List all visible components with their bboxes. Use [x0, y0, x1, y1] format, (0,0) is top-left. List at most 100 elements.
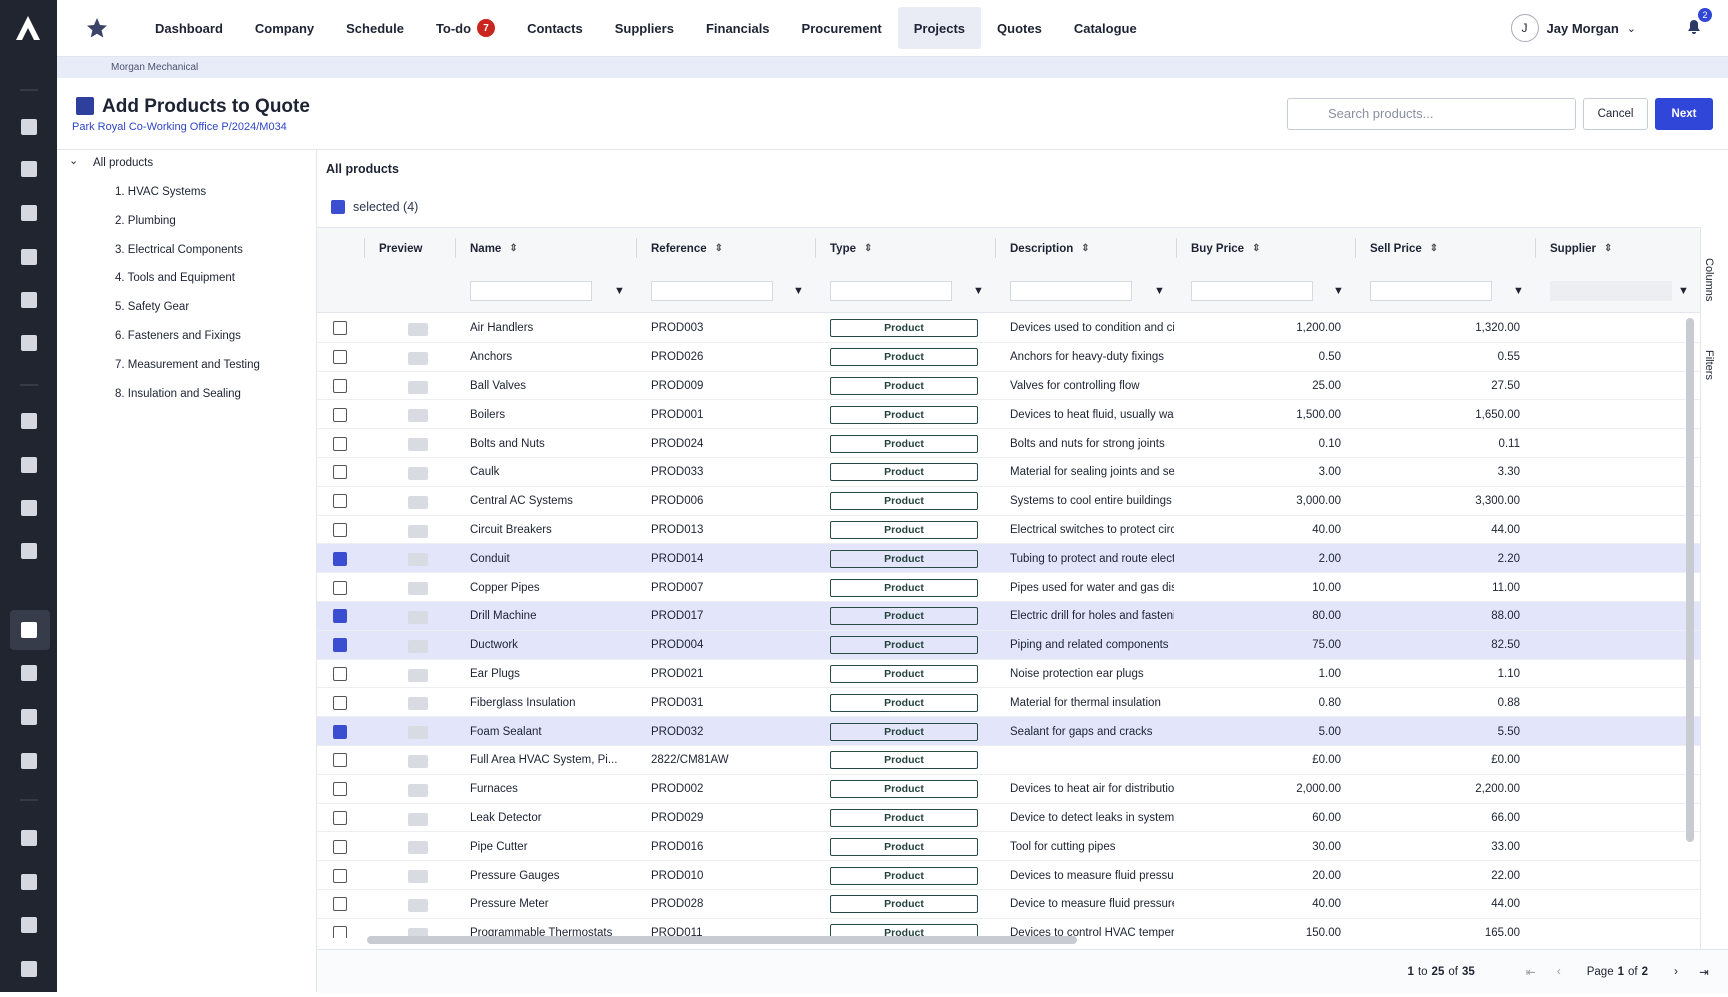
column-header[interactable]: Reference ⇕ [651, 242, 724, 255]
nav-item[interactable]: Procurement [786, 7, 898, 49]
nav-item[interactable]: To-do 7 [420, 7, 511, 49]
tree-item[interactable]: 8. Insulation and Sealing [115, 387, 241, 400]
sidebar-icon[interactable] [21, 665, 37, 681]
sort-icon[interactable]: ⇕ [1429, 243, 1439, 254]
search-input[interactable]: Search products... [1287, 98, 1576, 130]
filter-input[interactable] [470, 281, 592, 301]
sidebar-icon[interactable] [21, 249, 37, 265]
tree-item[interactable]: 3. Electrical Components [115, 243, 243, 256]
checkbox[interactable] [333, 782, 347, 797]
sort-icon[interactable]: ⇕ [1081, 243, 1090, 254]
nav-item[interactable]: Financials [690, 7, 786, 49]
side-tab[interactable]: Filters [1703, 350, 1715, 380]
sort-icon[interactable]: ⇕ [714, 243, 724, 254]
row-checkbox[interactable] [333, 314, 347, 343]
tree-item[interactable]: 5. Safety Gear [115, 301, 190, 314]
sidebar-icon[interactable] [21, 161, 37, 177]
sidebar-icon[interactable] [21, 961, 37, 977]
checkbox[interactable] [333, 522, 347, 537]
cell-name[interactable]: Conduit [470, 552, 510, 565]
notifications[interactable]: 2 [1684, 7, 1712, 41]
sort-icon[interactable]: ⇕ [509, 243, 518, 254]
filter-icon[interactable]: ▼ [973, 285, 984, 297]
checkbox[interactable] [333, 609, 347, 624]
cell-name[interactable]: Pressure Meter [470, 898, 549, 911]
row-checkbox[interactable] [333, 804, 347, 833]
filter-input[interactable] [1191, 281, 1313, 301]
cell-name[interactable]: Boilers [470, 408, 506, 421]
cell-name[interactable]: Foam Sealant [470, 725, 542, 738]
row-checkbox[interactable] [333, 890, 347, 919]
cell-name[interactable]: Pipe Cutter [470, 840, 528, 853]
sidebar-icon[interactable] [21, 709, 37, 725]
row-checkbox[interactable] [333, 688, 347, 717]
checkbox[interactable] [333, 580, 347, 595]
checkbox[interactable] [333, 695, 347, 710]
filter-input[interactable] [830, 281, 952, 301]
nav-item[interactable]: Schedule [330, 7, 420, 49]
horizontal-scrollbar[interactable] [367, 936, 1077, 944]
cancel-button[interactable]: Cancel [1583, 98, 1648, 130]
sidebar-icon[interactable] [21, 830, 37, 846]
checkbox[interactable] [333, 753, 347, 768]
row-checkbox[interactable] [333, 919, 347, 938]
nav-item[interactable]: Catalogue [1058, 7, 1153, 49]
row-checkbox[interactable] [333, 861, 347, 890]
cell-name[interactable]: Air Handlers [470, 322, 534, 335]
filter-icon[interactable]: ▼ [1333, 285, 1344, 297]
filter-icon[interactable]: ▼ [1678, 285, 1689, 297]
column-header[interactable]: Description ⇕ [1010, 242, 1090, 255]
cell-name[interactable]: Ear Plugs [470, 667, 520, 680]
sidebar-icon[interactable] [21, 205, 37, 221]
cell-name[interactable]: Full Area HVAC System, Pi... [470, 754, 618, 767]
next-page[interactable]: › [1674, 965, 1678, 978]
filter-input[interactable] [1550, 281, 1672, 301]
checkbox[interactable] [333, 724, 347, 739]
sidebar-icon[interactable] [21, 457, 37, 473]
sort-icon[interactable]: ⇕ [864, 243, 873, 254]
cell-name[interactable]: Ductwork [470, 639, 518, 652]
breadcrumb[interactable]: Morgan Mechanical [57, 57, 1728, 78]
checkbox[interactable] [333, 436, 347, 451]
sidebar-icon[interactable] [21, 292, 37, 308]
nav-item[interactable]: Suppliers [599, 7, 690, 49]
column-header[interactable]: Name ⇕ [470, 242, 518, 255]
checkbox[interactable] [333, 810, 347, 825]
row-checkbox[interactable] [333, 573, 347, 602]
sort-icon[interactable]: ⇕ [1604, 243, 1613, 254]
filter-icon[interactable]: ▼ [1513, 285, 1524, 297]
column-header[interactable]: Preview [379, 242, 423, 255]
row-checkbox[interactable] [333, 717, 347, 746]
sidebar-icon[interactable] [21, 874, 37, 890]
row-checkbox[interactable] [333, 343, 347, 372]
cell-name[interactable]: Fiberglass Insulation [470, 696, 576, 709]
cell-name[interactable]: Anchors [470, 351, 513, 364]
row-checkbox[interactable] [333, 775, 347, 804]
filter-input[interactable] [1010, 281, 1132, 301]
sidebar-icon[interactable] [21, 119, 37, 135]
sidebar-icon[interactable] [21, 917, 37, 933]
column-header[interactable]: Sell Price ⇕ [1370, 242, 1439, 255]
checkbox[interactable] [333, 494, 347, 509]
row-checkbox[interactable] [333, 660, 347, 689]
row-checkbox[interactable] [333, 400, 347, 429]
checkbox[interactable] [333, 465, 347, 480]
user-name[interactable]: Jay Morgan [1546, 20, 1619, 36]
favorites-star[interactable] [85, 16, 109, 40]
filter-input[interactable] [651, 281, 773, 301]
tree-item[interactable]: 1. HVAC Systems [115, 186, 207, 198]
checkbox[interactable] [333, 926, 347, 938]
select-all[interactable]: selected (4) [331, 187, 418, 227]
first-page[interactable]: ⇤ [1525, 966, 1536, 979]
nav-item[interactable]: Dashboard [139, 7, 239, 49]
avatar[interactable]: J [1510, 14, 1539, 42]
cell-name[interactable]: Pressure Gauges [470, 869, 560, 882]
sidebar-icon[interactable] [21, 543, 37, 559]
checkbox[interactable] [333, 638, 347, 653]
checkbox[interactable] [333, 407, 347, 422]
cell-name[interactable]: Circuit Breakers [470, 523, 552, 536]
cell-name[interactable]: Caulk [470, 466, 500, 479]
checkbox[interactable] [333, 839, 347, 854]
vertical-scrollbar[interactable] [1686, 318, 1694, 842]
row-checkbox[interactable] [333, 602, 347, 631]
